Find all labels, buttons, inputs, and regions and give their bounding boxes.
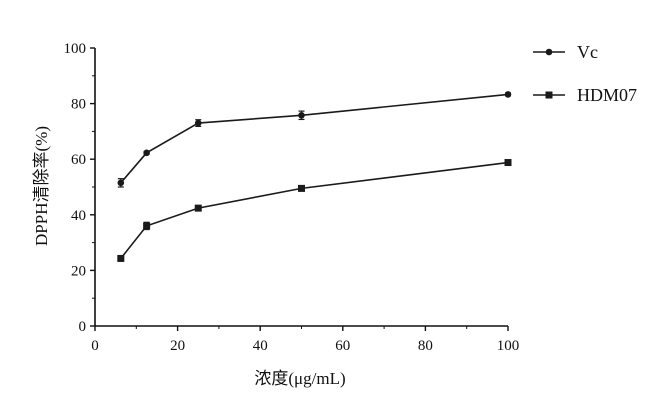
y-tick-label: 40 xyxy=(71,208,86,224)
x-tick-label: 20 xyxy=(170,338,185,354)
x-tick-label: 0 xyxy=(91,338,99,354)
legend-label-hdm07: HDM07 xyxy=(577,85,637,105)
series-vc xyxy=(117,91,512,188)
y-tick-label: 60 xyxy=(71,152,86,168)
x-tick-label: 40 xyxy=(253,338,268,354)
data-point-square xyxy=(143,222,151,230)
y-tick-label: 0 xyxy=(79,319,87,335)
series-line-hdm07 xyxy=(120,161,509,259)
data-point-square xyxy=(504,159,512,167)
y-tick-label: 80 xyxy=(71,97,86,113)
x-tick-label: 60 xyxy=(335,338,350,354)
data-point-square xyxy=(298,184,305,192)
legend-marker-square xyxy=(545,91,553,99)
y-axis-title: DPPH清除率(%) xyxy=(32,126,51,246)
data-point-circle xyxy=(194,119,202,127)
series-layer xyxy=(117,91,512,262)
data-point-circle xyxy=(143,149,150,157)
y-tick-label: 20 xyxy=(71,263,86,279)
data-point-circle xyxy=(298,111,305,119)
x-tick-label: 80 xyxy=(418,338,433,354)
x-axis-title: 浓度(μg/mL) xyxy=(254,369,345,388)
data-point-circle xyxy=(117,179,125,187)
legend-marker-circle xyxy=(545,48,553,56)
legend-label-vc: Vc xyxy=(577,42,598,62)
series-hdm07 xyxy=(117,159,512,262)
y-tick-label: 100 xyxy=(64,41,87,57)
data-point-square xyxy=(117,254,125,262)
x-tick-label: 100 xyxy=(497,338,520,354)
data-point-circle xyxy=(504,91,512,98)
legend: Vc HDM07 xyxy=(533,42,637,105)
data-point-square xyxy=(194,204,202,212)
axes: 0 20 40 60 80 100 0 20 40 60 80 100 xyxy=(64,41,520,354)
cropped-caption-fragment xyxy=(180,396,500,408)
